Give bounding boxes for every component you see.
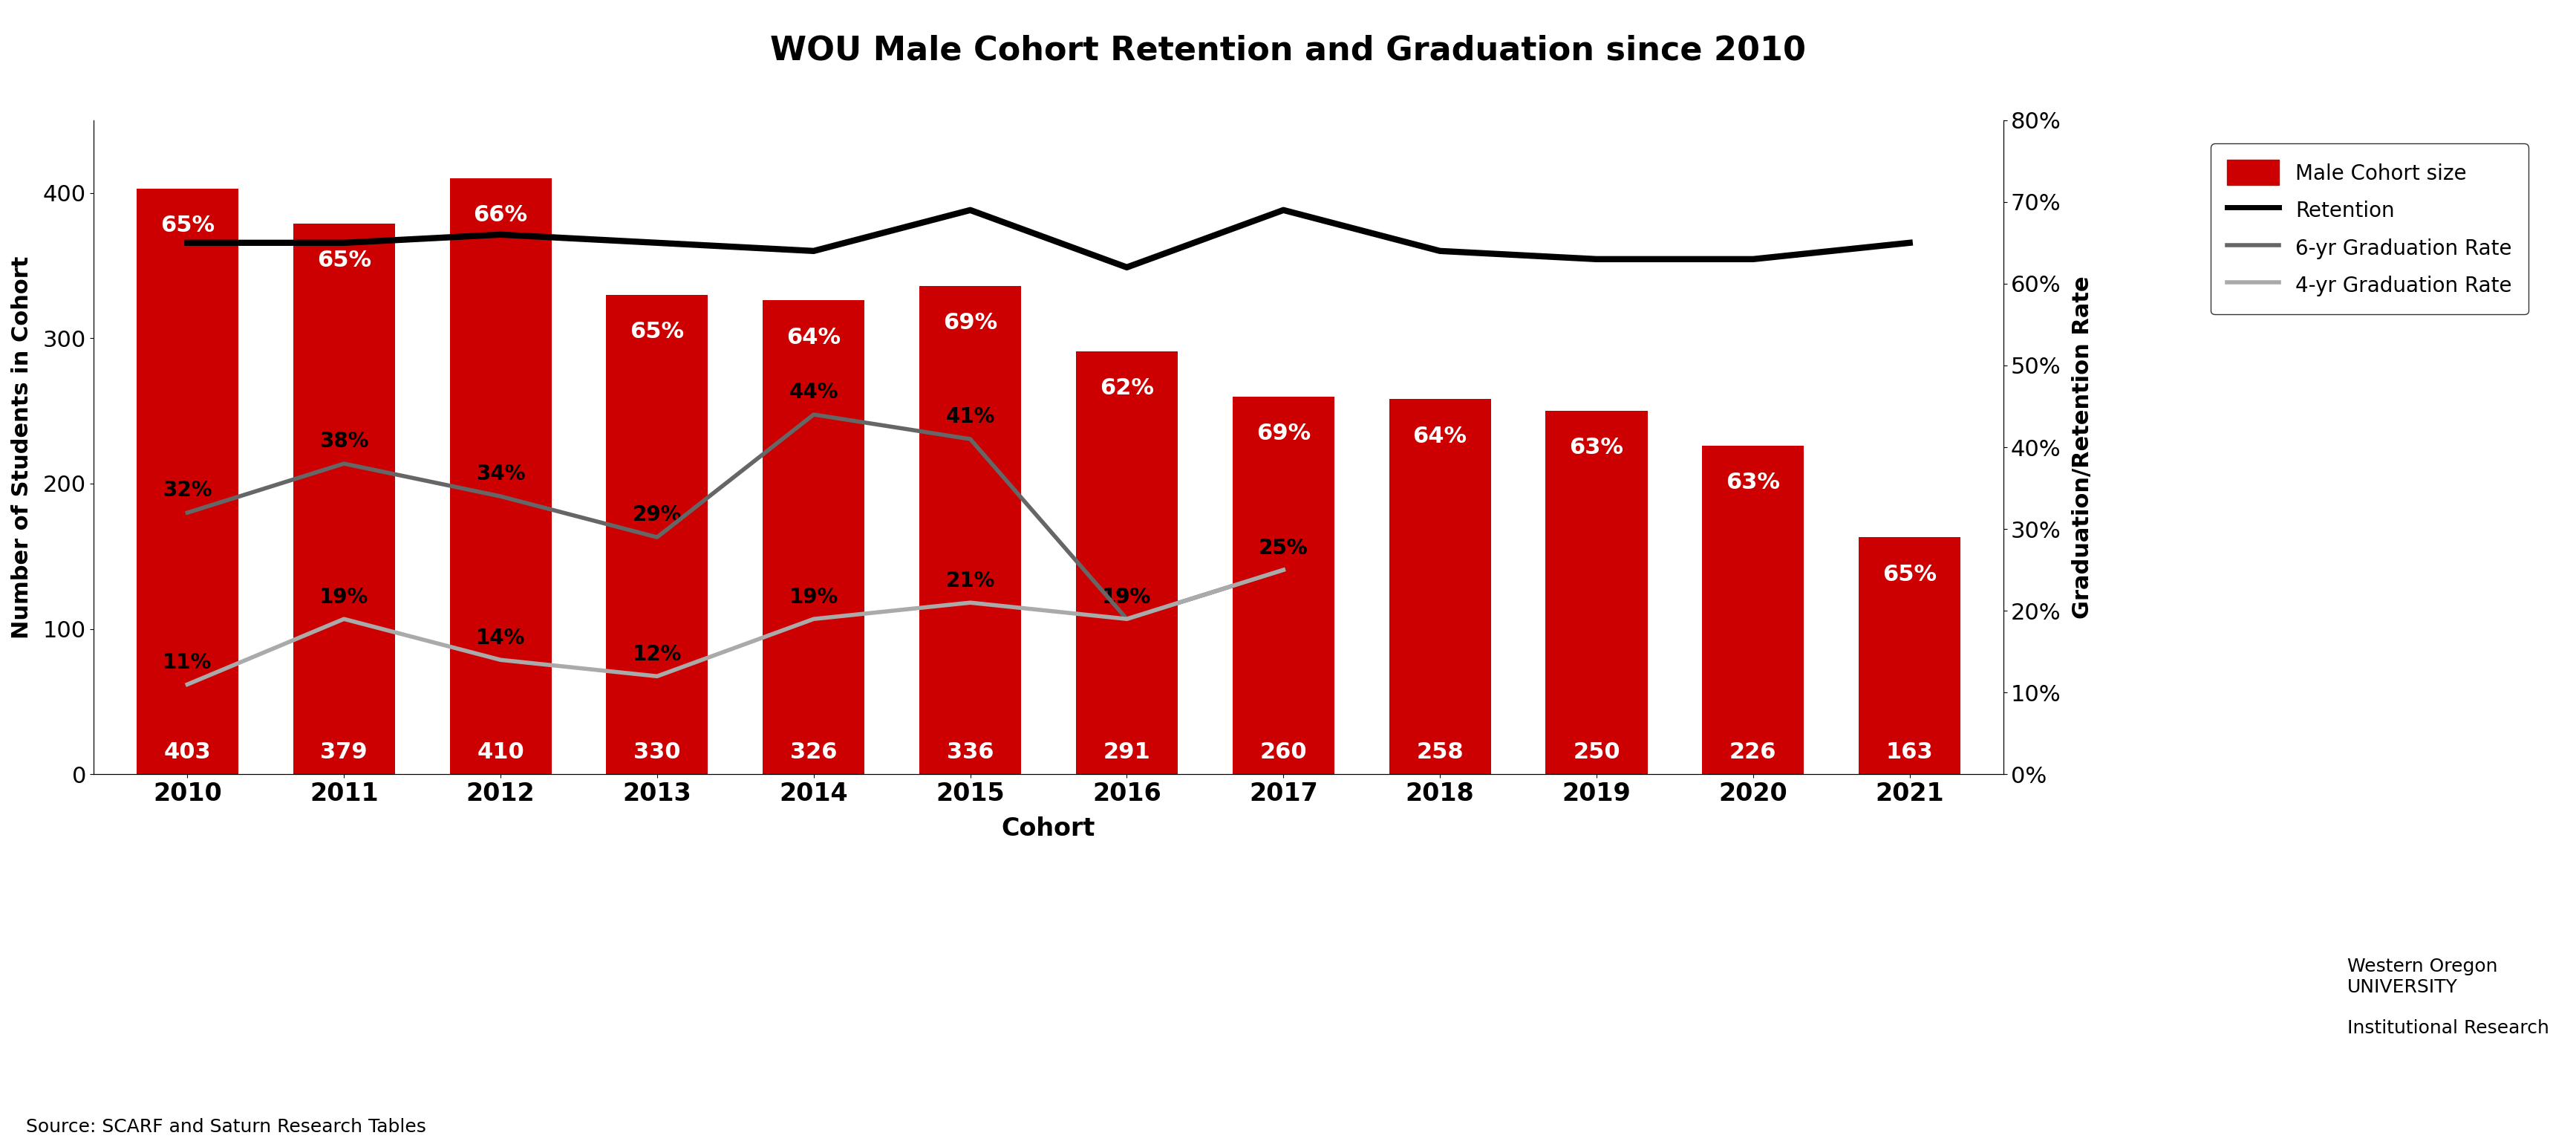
Text: 44%: 44% [788,382,837,403]
Text: 19%: 19% [788,586,837,608]
Text: 19%: 19% [1103,586,1151,608]
Text: 69%: 69% [943,312,997,334]
Text: 66%: 66% [474,204,528,226]
Bar [294,224,394,774]
Text: 330: 330 [634,741,680,763]
Text: 12%: 12% [634,643,683,664]
Text: 25%: 25% [1260,538,1309,559]
Text: 41%: 41% [945,407,994,428]
Bar [762,301,866,774]
Bar [1703,446,1803,774]
Bar [1077,351,1177,774]
Bar [1860,538,1960,774]
Text: 65%: 65% [317,250,371,271]
Text: 65%: 65% [631,321,685,342]
Text: 379: 379 [319,741,368,763]
Bar [1546,411,1649,774]
Text: 326: 326 [791,741,837,763]
Text: Western Oregon
UNIVERSITY

Institutional Research: Western Oregon UNIVERSITY Institutional … [2347,958,2550,1037]
Text: 38%: 38% [319,431,368,452]
Text: 410: 410 [477,741,523,763]
Text: 291: 291 [1103,741,1151,763]
Text: 63%: 63% [1726,471,1780,493]
Text: Source: SCARF and Saturn Research Tables: Source: SCARF and Saturn Research Tables [26,1117,425,1136]
Bar [605,295,708,774]
Text: 226: 226 [1728,741,1777,763]
Y-axis label: Graduation/Retention Rate: Graduation/Retention Rate [2071,275,2092,618]
Text: 14%: 14% [477,627,526,648]
Bar [1231,397,1334,774]
Text: 65%: 65% [160,214,214,236]
Text: 336: 336 [945,741,994,763]
Text: 64%: 64% [786,327,840,349]
Text: 19%: 19% [1103,586,1151,608]
Bar [920,286,1020,774]
X-axis label: Cohort: Cohort [1002,817,1095,841]
Bar [451,178,551,774]
Text: 21%: 21% [945,570,994,591]
Text: 11%: 11% [162,651,211,673]
Bar [1388,399,1492,774]
Legend: Male Cohort size, Retention, 6-yr Graduation Rate, 4-yr Graduation Rate: Male Cohort size, Retention, 6-yr Gradua… [2210,143,2527,314]
Text: 29%: 29% [634,505,683,525]
Text: 65%: 65% [1883,563,1937,585]
Y-axis label: Number of Students in Cohort: Number of Students in Cohort [10,256,33,639]
Text: 260: 260 [1260,741,1306,763]
Text: 250: 250 [1574,741,1620,763]
Text: 403: 403 [165,741,211,763]
Bar [137,188,240,774]
Text: 32%: 32% [162,481,211,501]
Text: 62%: 62% [1100,377,1154,399]
Text: WOU Male Cohort Retention and Graduation since 2010: WOU Male Cohort Retention and Graduation… [770,34,1806,67]
Text: 258: 258 [1417,741,1463,763]
Text: 163: 163 [1886,741,1935,763]
Text: 64%: 64% [1412,426,1468,447]
Text: 63%: 63% [1569,437,1623,459]
Text: 25%: 25% [1260,538,1309,559]
Text: 34%: 34% [477,463,526,485]
Text: 19%: 19% [319,586,368,608]
Text: 69%: 69% [1257,422,1311,444]
